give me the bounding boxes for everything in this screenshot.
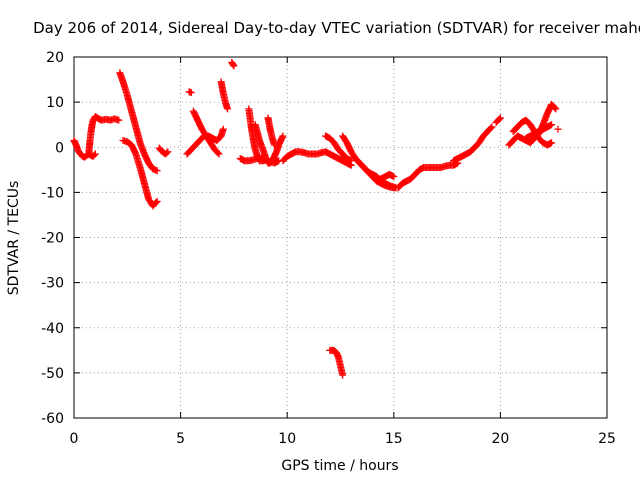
data-point (215, 150, 223, 158)
series-track-14 (264, 114, 278, 149)
series-track-10 (228, 58, 238, 70)
series-track-05 (155, 144, 172, 158)
data-point (279, 132, 287, 140)
data-point (153, 167, 161, 175)
series-track-22 (449, 123, 496, 165)
y-tick-label: -60 (41, 411, 64, 427)
series-track-06 (185, 88, 195, 97)
y-tick-label: -10 (41, 185, 64, 201)
x-tick-label: 0 (70, 431, 79, 447)
series-track-27 (554, 125, 562, 133)
data-point (495, 115, 503, 123)
y-tick-label: 0 (55, 140, 64, 156)
x-tick-label: 20 (491, 431, 509, 447)
data-point (548, 121, 556, 129)
data-point (551, 104, 559, 112)
data-point (390, 173, 398, 181)
data-point (90, 151, 98, 159)
x-tick-label: 25 (598, 431, 616, 447)
x-axis-label: GPS time / hours (281, 458, 398, 474)
series-track-12 (245, 105, 268, 165)
series-track-25 (509, 116, 556, 149)
data-point (187, 89, 195, 97)
chart-title: Day 206 of 2014, Sidereal Day-to-day VTE… (33, 19, 640, 37)
data-point (230, 62, 238, 70)
data-point (339, 371, 347, 379)
x-tick-label: 10 (278, 431, 296, 447)
data-point (548, 139, 556, 147)
data-point (224, 105, 232, 113)
data-point (152, 199, 160, 207)
data-point (163, 149, 171, 157)
data-point (552, 105, 560, 113)
data-point (496, 114, 504, 122)
series-track-09 (217, 78, 232, 113)
axis-ticks: 0 5 10 15 20 25 20 10 0 -10 -20 -30 -40 -50 -60 (41, 50, 616, 447)
series-track-26 (522, 121, 556, 142)
y-tick-label: 10 (46, 95, 64, 111)
series-track-03 (116, 69, 161, 175)
y-tick-label: 20 (46, 50, 64, 66)
data-point (270, 141, 278, 149)
series-track-20 (368, 173, 398, 192)
data-point (488, 123, 496, 131)
data-point (347, 157, 355, 165)
x-tick-label: 15 (385, 431, 403, 447)
series-track-15 (279, 148, 355, 169)
data-markers (70, 58, 562, 379)
data-point (554, 125, 562, 133)
series-track-18 (326, 346, 347, 379)
data-point (153, 197, 161, 205)
series-track-23 (492, 114, 504, 126)
data-point (229, 61, 237, 69)
data-point (214, 149, 222, 157)
data-point (164, 148, 172, 156)
series-track-04 (119, 136, 161, 210)
data-point (487, 124, 495, 132)
x-tick-label: 5 (176, 431, 185, 447)
y-tick-label: -30 (41, 276, 64, 292)
y-tick-label: -50 (41, 366, 64, 382)
y-tick-label: -20 (41, 231, 64, 247)
series-track-02 (85, 113, 123, 156)
grid (74, 57, 607, 418)
data-point (115, 116, 123, 124)
series-track-21 (394, 159, 462, 192)
series-track-08 (189, 107, 223, 158)
series-track-16 (322, 132, 355, 165)
series-track-01 (70, 136, 99, 161)
y-axis-label: SDTVAR / TECUs (6, 181, 22, 296)
y-tick-label: -40 (41, 321, 64, 337)
data-point (91, 150, 99, 158)
data-point (219, 125, 227, 133)
series-track-13 (251, 121, 287, 167)
